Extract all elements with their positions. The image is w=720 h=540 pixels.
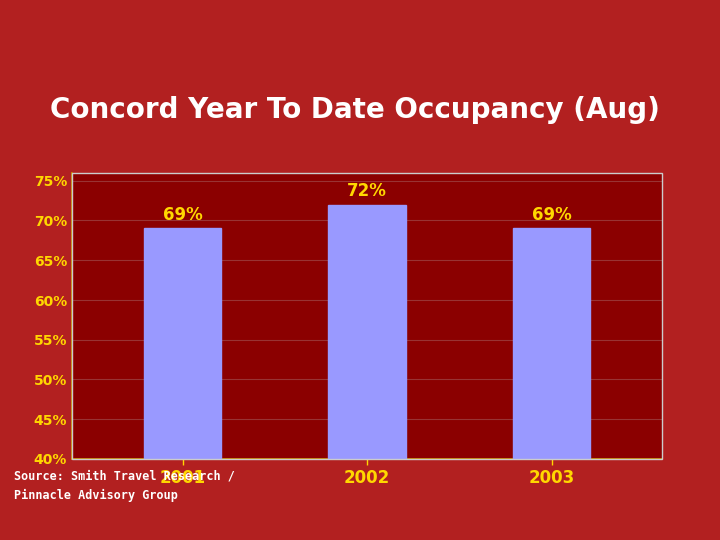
Bar	[144, 228, 222, 459]
Text: 69%: 69%	[532, 206, 572, 224]
Text: 72%: 72%	[347, 182, 387, 200]
Bar	[328, 205, 406, 459]
Text: Source: Smith Travel Research /
Pinnacle Advisory Group: Source: Smith Travel Research / Pinnacle…	[14, 469, 235, 502]
Text: Concord Year To Date Occupancy (Aug): Concord Year To Date Occupancy (Aug)	[50, 96, 660, 124]
Bar	[513, 228, 590, 459]
Text: 69%: 69%	[163, 206, 202, 224]
